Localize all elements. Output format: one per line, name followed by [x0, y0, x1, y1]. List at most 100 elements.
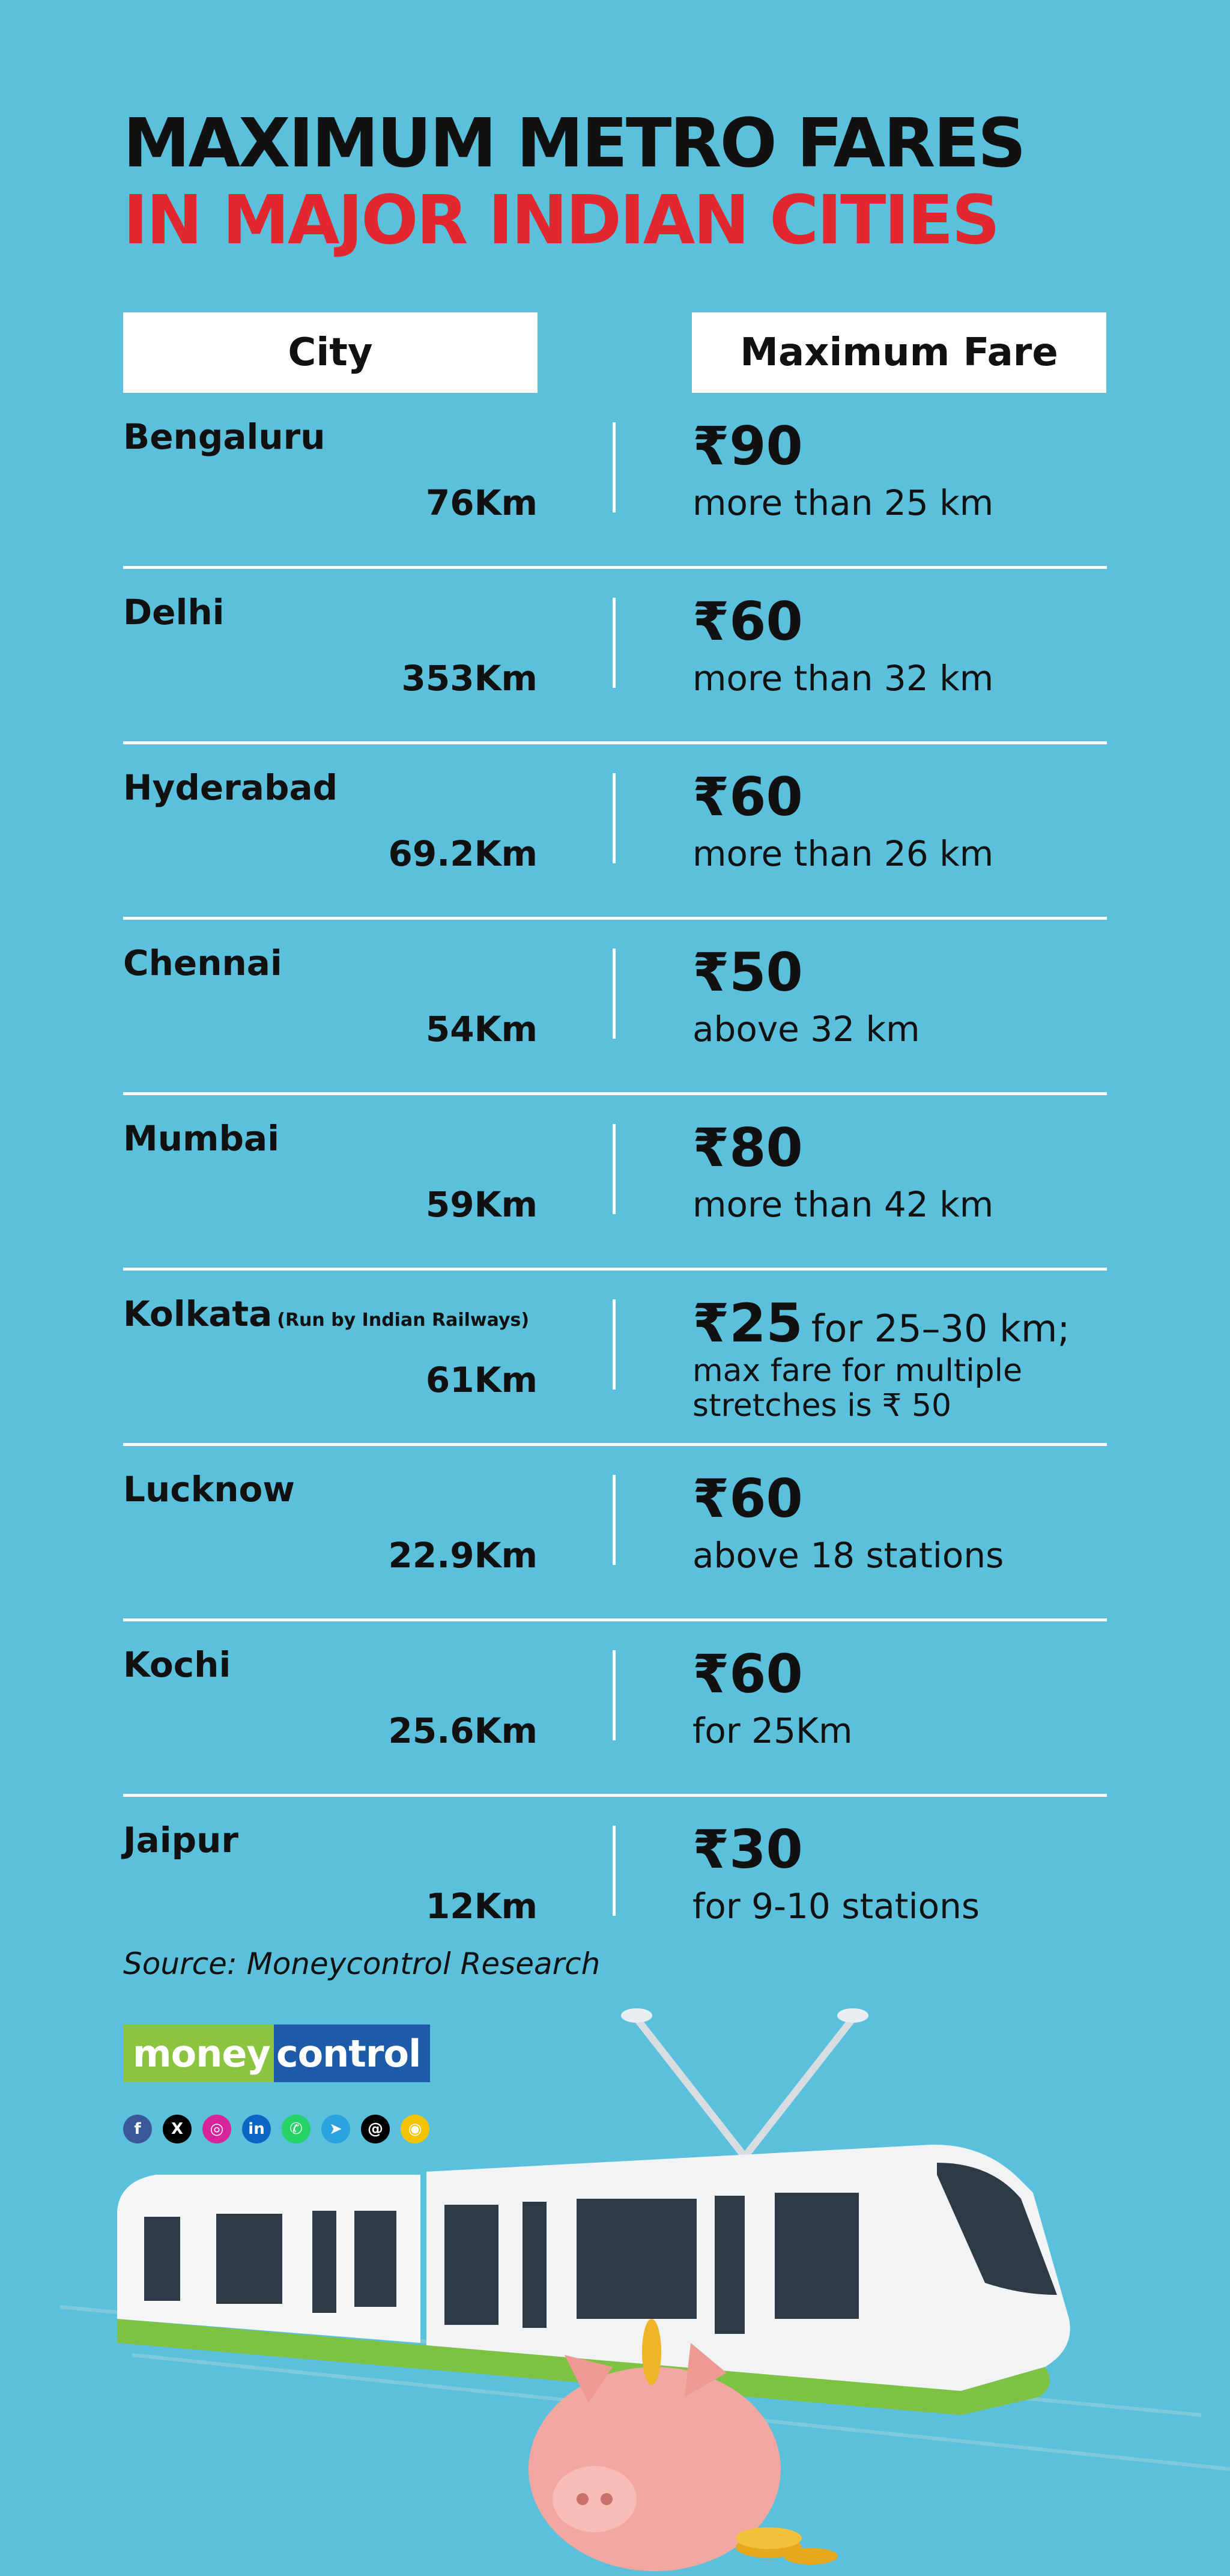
moneycontrol-logo: money control [123, 2025, 431, 2082]
page-title: MAXIMUM METRO FARES IN MAJOR INDIAN CITI… [123, 105, 1108, 259]
city-label: Kolkata [123, 1293, 273, 1334]
fare-description: more than 26 km [692, 833, 994, 874]
whatsapp-icon[interactable]: ✆ [282, 2115, 311, 2143]
city-name: Mumbai [123, 1118, 284, 1159]
fare-value: ₹60 [692, 1643, 803, 1705]
fare-description: above 32 km [692, 1009, 920, 1050]
fare-description: above 18 stations [692, 1535, 1004, 1576]
fare-description: more than 25 km [692, 482, 994, 523]
network-length: 353Km [401, 658, 538, 699]
fare-amount: ₹50 [692, 943, 811, 1008]
column-divider [613, 949, 616, 1039]
column-divider [613, 773, 616, 863]
fare-amount: ₹90 [692, 416, 811, 482]
facebook-icon[interactable]: f [123, 2115, 152, 2143]
piggy-bank [529, 2319, 781, 2571]
table-row: Chennai 54Km ₹50 above 32 km [123, 920, 1107, 1095]
source-note: Source: Moneycontrol Research [123, 1946, 601, 1981]
fare-description: for 25Km [692, 1710, 853, 1751]
column-divider [613, 1650, 616, 1740]
network-length: 54Km [425, 1009, 538, 1050]
city-name: Lucknow [123, 1469, 300, 1510]
column-divider [613, 1475, 616, 1565]
table-row: Kolkata (Run by Indian Railways) 61Km ₹25 fo… [123, 1271, 1107, 1446]
city-label: Lucknow [123, 1469, 295, 1510]
fare-column-header: Maximum Fare [692, 312, 1106, 393]
fare-amount: ₹30 [692, 1820, 811, 1885]
column-divider [613, 598, 616, 688]
table-row: Jaipur 12Km ₹30 for 9-10 stations [123, 1797, 1107, 1972]
city-label: Hyderabad [123, 767, 338, 808]
table-row: Kochi 25.6Km ₹60 for 25Km [123, 1621, 1107, 1797]
fare-value: ₹60 [692, 591, 803, 652]
network-length: 61Km [425, 1359, 538, 1400]
column-divider [613, 1299, 616, 1390]
city-name: Delhi [123, 592, 229, 633]
table-row: Hyderabad 69.2Km ₹60 more than 26 km [123, 744, 1107, 920]
fare-suffix: for 25–30 km; [811, 1307, 1070, 1350]
snapchat-icon[interactable]: ◉ [401, 2115, 429, 2143]
logo-part-money: money [123, 2025, 274, 2082]
city-name: Hyderabad [123, 767, 342, 808]
fare-description: max fare for multiple stretches is ₹ 50 [692, 1353, 1022, 1423]
threads-icon[interactable]: @ [361, 2115, 390, 2143]
metro-illustration [59, 2008, 1230, 2571]
fare-amount: ₹60 [692, 1469, 811, 1534]
network-length: 69.2Km [388, 833, 538, 874]
table-row: Lucknow 22.9Km ₹60 above 18 stations [123, 1446, 1107, 1621]
city-label: Jaipur [123, 1820, 239, 1861]
title-line-2: IN MAJOR INDIAN CITIES [123, 181, 1000, 260]
instagram-icon[interactable]: ◎ [202, 2115, 231, 2143]
column-divider [613, 1826, 616, 1916]
fare-description: more than 42 km [692, 1184, 994, 1225]
fare-description: more than 32 km [692, 658, 994, 699]
fare-amount: ₹60 [692, 1644, 811, 1710]
city-label: Kochi [123, 1644, 231, 1685]
network-length: 76Km [425, 482, 538, 523]
table-row: Bengaluru 76Km ₹90 more than 25 km [123, 393, 1107, 569]
fare-amount: ₹80 [692, 1118, 811, 1183]
city-name: Kolkata (Run by Indian Railways) [123, 1293, 529, 1334]
fare-amount: ₹60 [692, 592, 811, 657]
fare-value: ₹30 [692, 1818, 803, 1880]
x-icon[interactable]: X [163, 2115, 192, 2143]
fare-value: ₹80 [692, 1117, 803, 1179]
logo-part-control: control [273, 2025, 431, 2082]
fare-description: for 9-10 stations [692, 1886, 980, 1927]
fare-amount: ₹60 [692, 767, 811, 833]
city-note: (Run by Indian Railways) [277, 1310, 530, 1331]
fare-value: ₹60 [692, 766, 803, 828]
telegram-icon[interactable]: ➤ [321, 2115, 350, 2143]
city-column-header: City [123, 312, 538, 393]
column-divider [613, 1124, 616, 1214]
city-name: Jaipur [123, 1820, 243, 1861]
linkedin-icon[interactable]: in [242, 2115, 271, 2143]
fare-value: ₹50 [692, 941, 803, 1003]
table-row: Delhi 353Km ₹60 more than 32 km [123, 569, 1107, 744]
network-length: 59Km [425, 1184, 538, 1225]
tram-pantograph [621, 2008, 868, 2159]
city-label: Mumbai [123, 1118, 279, 1159]
city-label: Delhi [123, 592, 225, 633]
city-name: Kochi [123, 1644, 235, 1685]
city-label: Bengaluru [123, 416, 326, 457]
network-length: 25.6Km [388, 1710, 538, 1751]
social-icons: f X ◎ in ✆ ➤ @ ◉ [123, 2115, 429, 2143]
city-label: Chennai [123, 943, 282, 983]
fare-description-line-2: stretches is ₹ 50 [692, 1388, 952, 1424]
fare-value: ₹60 [692, 1468, 803, 1530]
column-divider [613, 422, 616, 512]
fare-value: ₹90 [692, 415, 803, 477]
fare-table: Bengaluru 76Km ₹90 more than 25 km Delhi 353K… [123, 393, 1107, 1972]
network-length: 22.9Km [388, 1535, 538, 1576]
city-name: Chennai [123, 943, 287, 983]
title-line-1: MAXIMUM METRO FARES [123, 105, 1026, 183]
city-name: Bengaluru [123, 416, 330, 457]
network-length: 12Km [425, 1886, 538, 1927]
fare-description-line-1: max fare for multiple [692, 1353, 1023, 1389]
fare-amount: ₹25 for 25–30 km; [692, 1293, 1070, 1359]
coins [736, 2527, 838, 2565]
tram-body [117, 2144, 1070, 2415]
fare-value: ₹25 [692, 1292, 803, 1354]
table-row: Mumbai 59Km ₹80 more than 42 km [123, 1095, 1107, 1271]
